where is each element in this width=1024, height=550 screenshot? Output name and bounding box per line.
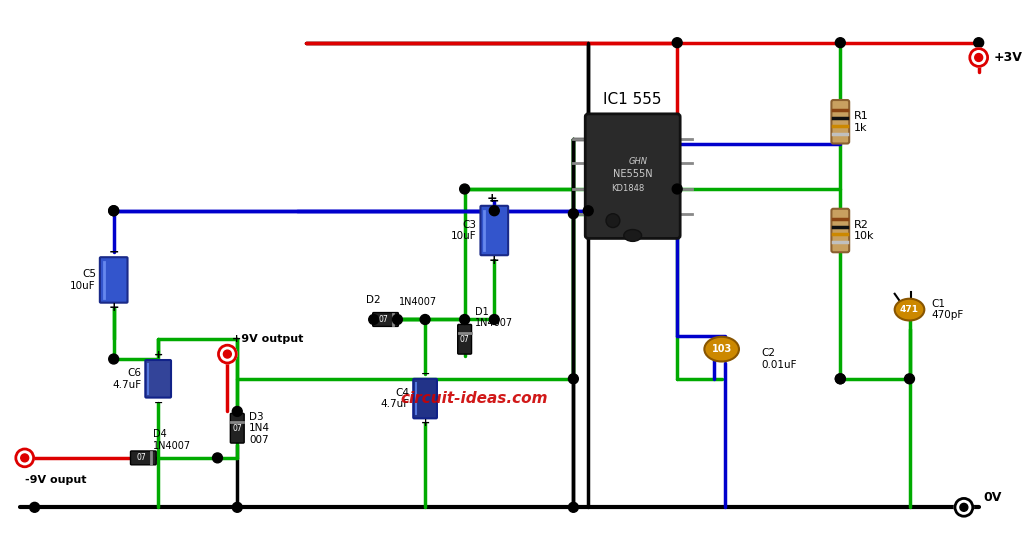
FancyBboxPatch shape xyxy=(586,114,680,238)
FancyBboxPatch shape xyxy=(480,206,508,255)
Circle shape xyxy=(568,209,579,219)
Text: IC1 555: IC1 555 xyxy=(603,91,662,107)
Text: +: + xyxy=(109,301,119,314)
Circle shape xyxy=(970,48,987,67)
Text: circuit-ideas.com: circuit-ideas.com xyxy=(400,391,548,406)
Circle shape xyxy=(109,206,119,216)
Text: +: + xyxy=(421,419,430,428)
Circle shape xyxy=(213,453,222,463)
Circle shape xyxy=(232,502,243,512)
Circle shape xyxy=(958,502,969,512)
Text: 07: 07 xyxy=(379,315,388,324)
Text: D4
1N4007: D4 1N4007 xyxy=(154,430,191,451)
Circle shape xyxy=(369,315,379,324)
Text: C3
10uF: C3 10uF xyxy=(451,219,476,241)
Circle shape xyxy=(460,315,470,324)
Circle shape xyxy=(489,206,500,216)
FancyBboxPatch shape xyxy=(373,312,398,326)
Text: −: − xyxy=(154,398,163,408)
Circle shape xyxy=(836,374,845,384)
FancyBboxPatch shape xyxy=(100,257,128,303)
Text: +3V: +3V xyxy=(993,51,1022,64)
Circle shape xyxy=(568,502,579,512)
Text: C6
4.7uF: C6 4.7uF xyxy=(113,368,141,389)
Text: −: − xyxy=(489,194,500,207)
Circle shape xyxy=(223,350,231,358)
Circle shape xyxy=(672,184,682,194)
Circle shape xyxy=(836,374,845,384)
Text: C5
10uF: C5 10uF xyxy=(71,269,96,291)
Circle shape xyxy=(606,214,620,228)
Text: 07: 07 xyxy=(232,424,242,433)
Text: +9V output: +9V output xyxy=(232,334,304,344)
Circle shape xyxy=(489,315,500,324)
Circle shape xyxy=(959,503,968,512)
Text: 07: 07 xyxy=(136,453,146,463)
Text: +: + xyxy=(154,350,163,360)
FancyBboxPatch shape xyxy=(145,360,171,398)
Text: KD1848: KD1848 xyxy=(611,184,644,192)
Text: −: − xyxy=(421,369,430,379)
Circle shape xyxy=(218,345,237,363)
Circle shape xyxy=(20,454,29,462)
Text: R1
1k: R1 1k xyxy=(854,111,869,133)
Circle shape xyxy=(975,53,983,62)
Circle shape xyxy=(584,206,593,216)
Text: NE555N: NE555N xyxy=(613,169,652,179)
Text: R2
10k: R2 10k xyxy=(854,219,874,241)
Text: 07: 07 xyxy=(460,335,470,344)
Circle shape xyxy=(904,374,914,384)
Text: −: − xyxy=(109,246,119,258)
FancyBboxPatch shape xyxy=(230,414,244,443)
FancyBboxPatch shape xyxy=(130,451,157,465)
Circle shape xyxy=(232,406,243,416)
Text: C2
0.01uF: C2 0.01uF xyxy=(761,348,797,370)
Circle shape xyxy=(420,315,430,324)
Circle shape xyxy=(109,354,119,364)
Circle shape xyxy=(460,184,470,194)
Ellipse shape xyxy=(624,229,642,241)
FancyBboxPatch shape xyxy=(831,100,849,144)
Ellipse shape xyxy=(705,337,739,361)
Text: GHN: GHN xyxy=(628,157,647,166)
Text: 103: 103 xyxy=(712,344,732,354)
Circle shape xyxy=(672,38,682,48)
Text: 471: 471 xyxy=(900,305,919,314)
Text: -9V ouput: -9V ouput xyxy=(25,475,86,485)
Text: D2: D2 xyxy=(367,295,381,305)
Circle shape xyxy=(836,38,845,48)
Text: +: + xyxy=(489,254,500,267)
FancyBboxPatch shape xyxy=(414,379,437,419)
Circle shape xyxy=(392,315,402,324)
Text: C1
470pF: C1 470pF xyxy=(931,299,964,321)
FancyBboxPatch shape xyxy=(831,209,849,252)
Text: C4
4.7uF: C4 4.7uF xyxy=(380,388,410,409)
Text: 0V: 0V xyxy=(984,491,1002,504)
FancyBboxPatch shape xyxy=(458,324,472,354)
Circle shape xyxy=(15,449,34,467)
Text: 1N4007: 1N4007 xyxy=(399,296,437,307)
Ellipse shape xyxy=(895,299,925,321)
Circle shape xyxy=(568,374,579,384)
Text: D3
1N4
007: D3 1N4 007 xyxy=(249,411,270,445)
Circle shape xyxy=(974,38,984,48)
Circle shape xyxy=(955,498,973,516)
Text: +: + xyxy=(487,192,498,205)
Text: D1
1N4007: D1 1N4007 xyxy=(474,307,513,328)
Circle shape xyxy=(109,206,119,216)
Circle shape xyxy=(30,502,40,512)
